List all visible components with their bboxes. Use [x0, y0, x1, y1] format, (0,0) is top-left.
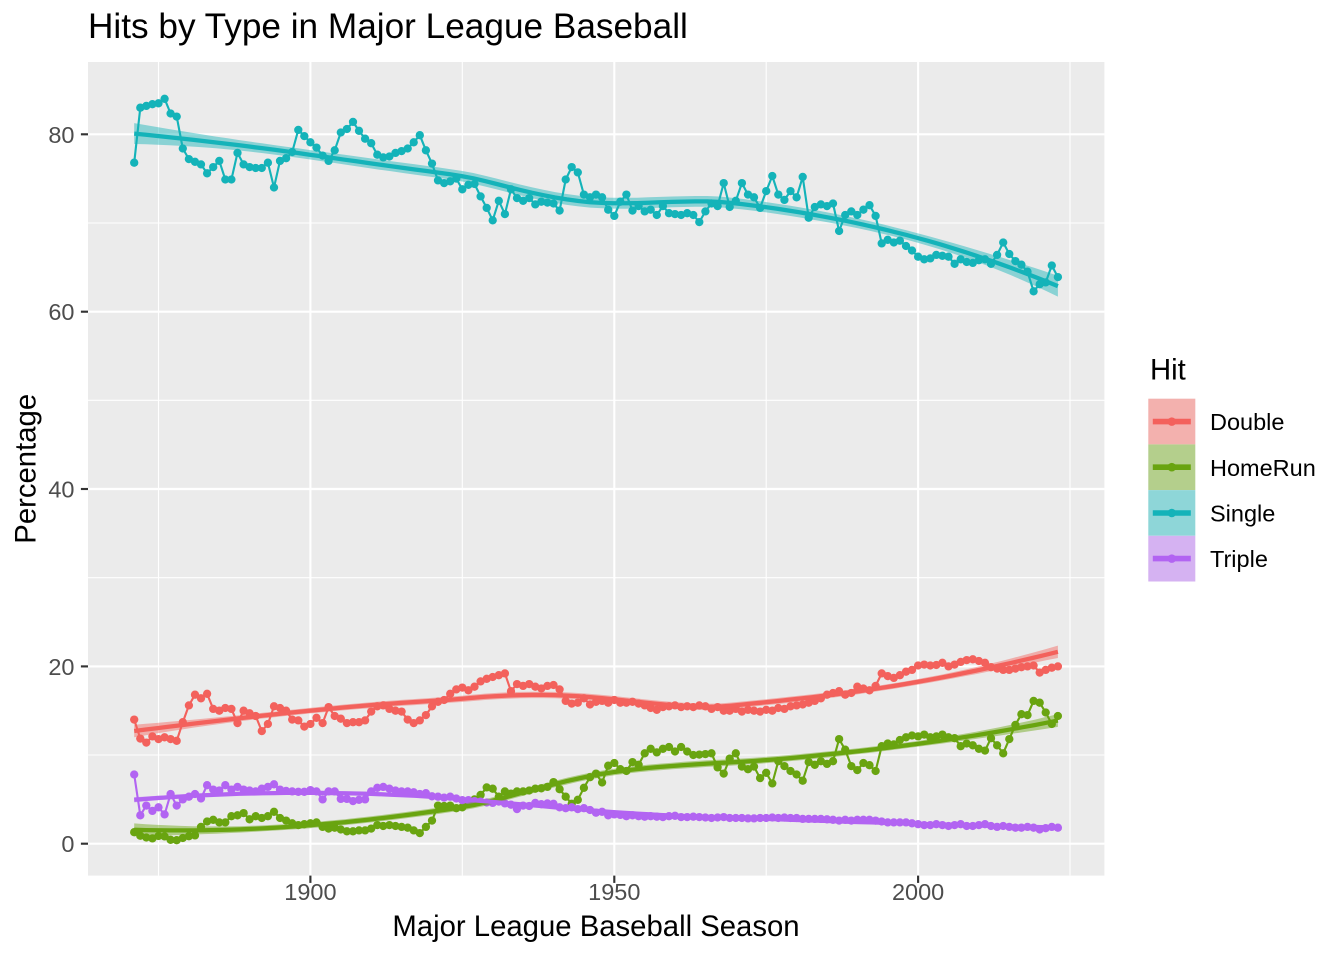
svg-text:80: 80: [48, 122, 74, 148]
svg-text:Triple: Triple: [1210, 546, 1268, 572]
svg-text:2000: 2000: [892, 879, 944, 905]
svg-text:0: 0: [61, 831, 74, 857]
svg-text:Percentage: Percentage: [10, 394, 43, 544]
svg-text:40: 40: [48, 477, 74, 503]
svg-text:Hit: Hit: [1150, 354, 1186, 387]
svg-text:20: 20: [48, 654, 74, 680]
svg-text:Hits by Type in Major League B: Hits by Type in Major League Baseball: [88, 7, 688, 46]
svg-text:1900: 1900: [284, 879, 336, 905]
svg-text:Single: Single: [1210, 501, 1275, 527]
svg-text:HomeRun: HomeRun: [1210, 455, 1316, 481]
svg-text:Double: Double: [1210, 409, 1284, 435]
svg-text:60: 60: [48, 299, 74, 325]
svg-text:1950: 1950: [588, 879, 640, 905]
svg-text:Major League Baseball Season: Major League Baseball Season: [392, 910, 799, 943]
